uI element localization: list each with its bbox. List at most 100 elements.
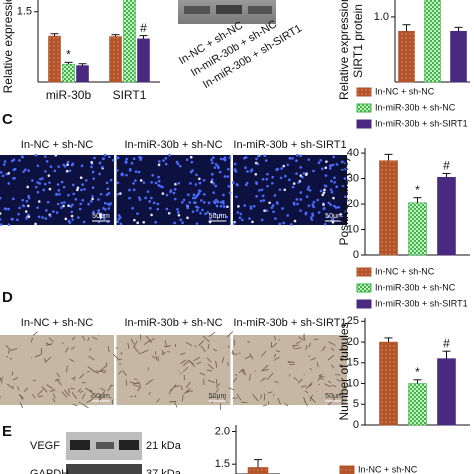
nucleus — [3, 160, 7, 163]
nucleus — [177, 213, 181, 217]
tubule — [183, 388, 191, 395]
nucleus — [24, 210, 28, 213]
nucleus — [209, 217, 212, 221]
nucleus — [295, 198, 299, 201]
nucleus — [328, 166, 332, 170]
tubule — [318, 383, 320, 386]
tubule — [252, 394, 259, 402]
nucleus — [200, 199, 203, 202]
tubule — [161, 351, 166, 355]
nucleus — [66, 160, 70, 164]
nucleus — [80, 188, 83, 192]
nucleus — [168, 153, 171, 157]
nucleus — [195, 209, 199, 212]
tubule — [272, 342, 277, 348]
nucleus — [63, 201, 66, 204]
tubule — [334, 373, 341, 376]
nucleus — [165, 193, 169, 197]
nucleus — [181, 201, 184, 204]
nucleus — [337, 205, 341, 209]
nucleus — [330, 179, 333, 183]
nucleus — [76, 188, 79, 192]
nucleus — [179, 218, 183, 222]
nucleus — [286, 214, 290, 217]
tubule — [208, 379, 216, 383]
tubule — [232, 350, 234, 356]
nucleus — [228, 191, 232, 195]
nucleus — [154, 181, 158, 185]
nucleus — [3, 207, 7, 211]
nucleus — [329, 188, 333, 191]
nucleus — [264, 159, 268, 162]
tubule — [32, 331, 38, 336]
tubule — [181, 394, 184, 402]
tubule — [133, 340, 138, 348]
nucleus — [297, 181, 300, 184]
nucleus — [228, 156, 232, 159]
tubule — [109, 396, 112, 399]
nucleus — [44, 170, 47, 173]
nucleus — [60, 206, 63, 209]
nucleus — [254, 161, 258, 165]
nucleus — [212, 182, 216, 185]
tubule — [44, 358, 47, 363]
tubule — [198, 340, 205, 347]
nucleus — [325, 160, 328, 163]
tubule — [300, 385, 307, 388]
tubule — [157, 356, 160, 362]
tubule — [113, 353, 119, 360]
blot-image — [66, 464, 142, 474]
nucleus — [199, 211, 202, 215]
nucleus — [216, 200, 220, 204]
tubule — [79, 390, 84, 393]
nucleus — [305, 195, 309, 198]
nucleus — [189, 155, 193, 159]
bar — [62, 63, 75, 83]
tubule — [49, 389, 56, 392]
nucleus — [159, 184, 162, 188]
nucleus — [299, 198, 303, 201]
nucleus — [276, 167, 280, 171]
nucleus — [103, 201, 107, 205]
tubule — [275, 349, 281, 353]
nucleus — [78, 207, 82, 211]
tubule — [266, 372, 274, 380]
nucleus — [232, 222, 236, 225]
blot-band — [119, 440, 139, 450]
nucleus — [238, 216, 242, 220]
y-tick-label: 15 — [347, 357, 359, 369]
scale-label: 50μm — [209, 213, 227, 220]
micrographs — [0, 153, 348, 410]
x-tick-label: SIRT1 — [113, 88, 147, 102]
nucleus — [222, 202, 225, 205]
nucleus — [214, 184, 218, 188]
legend-label: In-NC + sh-NC — [375, 266, 435, 276]
nucleus — [311, 212, 314, 216]
nucleus — [291, 157, 294, 160]
nucleus — [344, 195, 347, 199]
nucleus — [173, 197, 177, 201]
tubule — [92, 370, 99, 374]
nucleus — [222, 205, 226, 208]
nucleus — [282, 164, 286, 168]
tubule — [118, 370, 122, 375]
tubule — [213, 348, 218, 352]
tubule — [87, 337, 90, 341]
nucleus — [99, 212, 103, 216]
tubule — [207, 344, 210, 350]
nucleus — [119, 192, 122, 195]
band-size: 37 kDa — [146, 468, 182, 474]
nucleus — [119, 216, 122, 219]
nucleus — [69, 205, 73, 208]
tubule — [180, 359, 187, 365]
tubule — [318, 373, 323, 377]
tubule — [342, 355, 348, 359]
nucleus — [263, 154, 267, 158]
bar — [379, 341, 398, 426]
nucleus — [283, 188, 287, 192]
chart: 1.5 2.0 In-NC + sh-NC — [215, 425, 418, 474]
nucleus — [244, 156, 248, 159]
tubule — [328, 341, 336, 346]
nucleus — [278, 188, 282, 191]
